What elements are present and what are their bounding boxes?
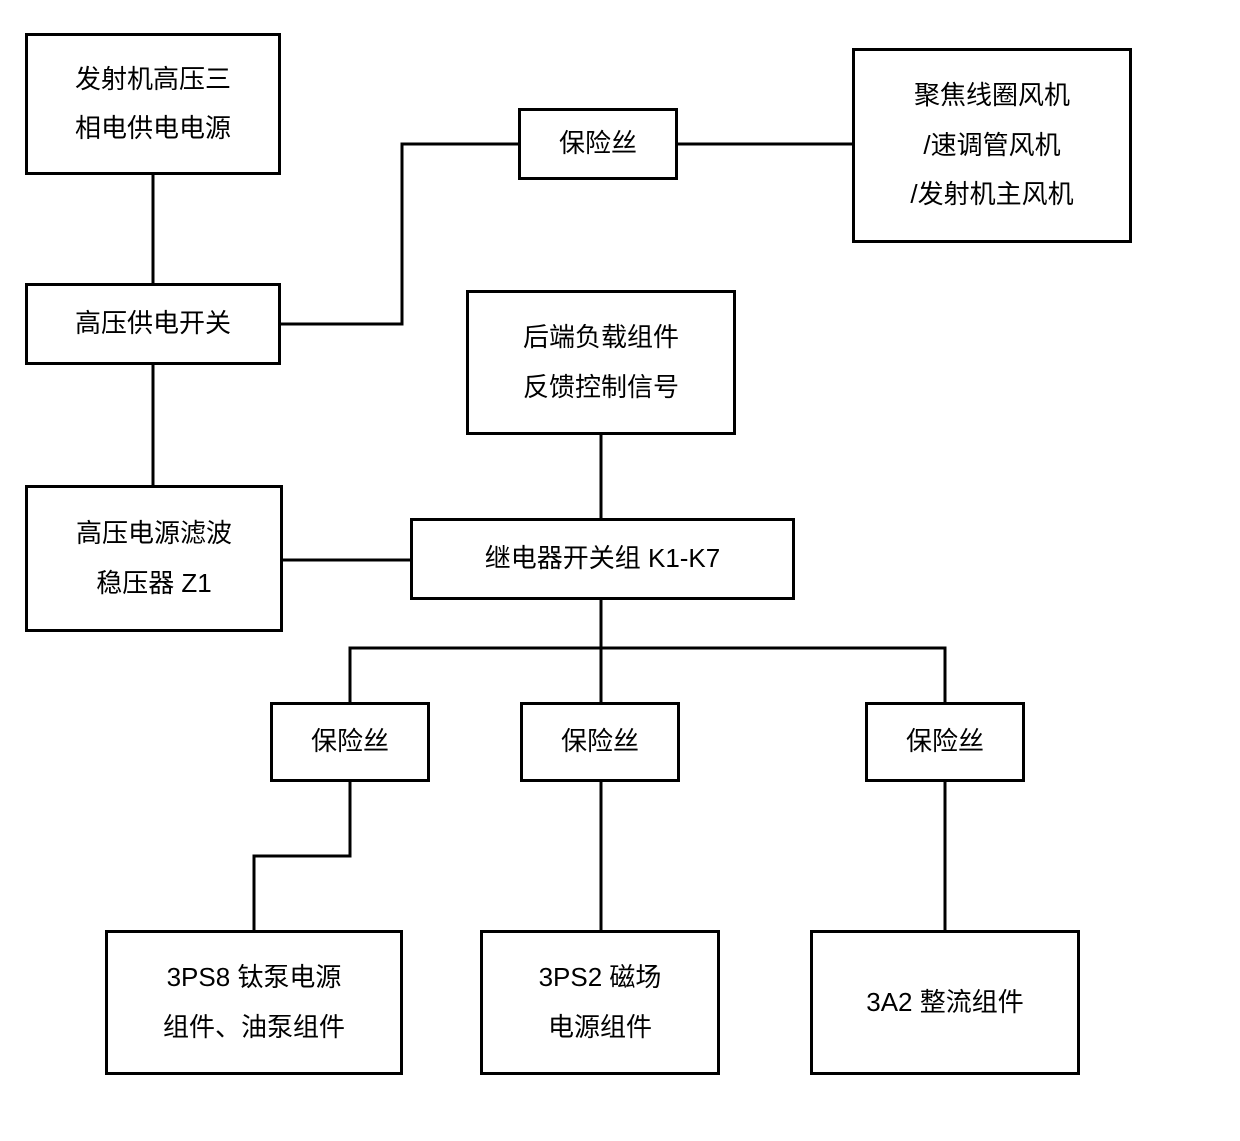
edge-n8-n11 — [254, 782, 350, 930]
node-label: 保险丝 — [311, 717, 389, 766]
node-label-line1: 发射机高压三 — [75, 55, 231, 104]
node-label-line2: /速调管风机 — [910, 121, 1073, 170]
node-label-line1: 高压电源滤波 — [76, 509, 232, 558]
node-label-line1: 聚焦线圈风机 — [910, 71, 1073, 120]
node-label: 高压供电开关 — [75, 299, 231, 348]
node-3ps2-magnetic: 3PS2 磁场 电源组件 — [480, 930, 720, 1075]
edge-n7-n8 — [350, 600, 601, 702]
node-fuse-center: 保险丝 — [520, 702, 680, 782]
node-fuse-right: 保险丝 — [865, 702, 1025, 782]
node-label-line3: /发射机主风机 — [910, 170, 1073, 219]
node-label: 继电器开关组 K1-K7 — [485, 534, 721, 583]
node-feedback-signal: 后端负载组件 反馈控制信号 — [466, 290, 736, 435]
node-hv-switch: 高压供电开关 — [25, 283, 281, 365]
node-label-line1: 3PS8 钛泵电源 — [163, 953, 345, 1002]
node-fuse-top: 保险丝 — [518, 108, 678, 180]
node-label-line2: 反馈控制信号 — [523, 363, 679, 412]
node-label-line1: 3PS2 磁场 — [539, 953, 662, 1002]
node-hv-three-phase-power: 发射机高压三 相电供电电源 — [25, 33, 281, 175]
node-fuse-left: 保险丝 — [270, 702, 430, 782]
node-fan-group: 聚焦线圈风机 /速调管风机 /发射机主风机 — [852, 48, 1132, 243]
node-relay-switch-group: 继电器开关组 K1-K7 — [410, 518, 795, 600]
node-label: 保险丝 — [559, 119, 637, 168]
node-label-line2: 组件、油泵组件 — [163, 1003, 345, 1052]
node-label: 保险丝 — [561, 717, 639, 766]
node-label-line2: 稳压器 Z1 — [76, 559, 232, 608]
node-3a2-rectifier: 3A2 整流组件 — [810, 930, 1080, 1075]
node-label-line2: 相电供电电源 — [75, 104, 231, 153]
node-label-line2: 电源组件 — [539, 1003, 662, 1052]
node-label: 保险丝 — [906, 717, 984, 766]
edge-n7-n10 — [601, 600, 945, 702]
node-label-line1: 后端负载组件 — [523, 313, 679, 362]
node-label: 3A2 整流组件 — [866, 978, 1024, 1027]
node-hv-filter-regulator: 高压电源滤波 稳压器 Z1 — [25, 485, 283, 632]
node-3ps8-ti-pump: 3PS8 钛泵电源 组件、油泵组件 — [105, 930, 403, 1075]
